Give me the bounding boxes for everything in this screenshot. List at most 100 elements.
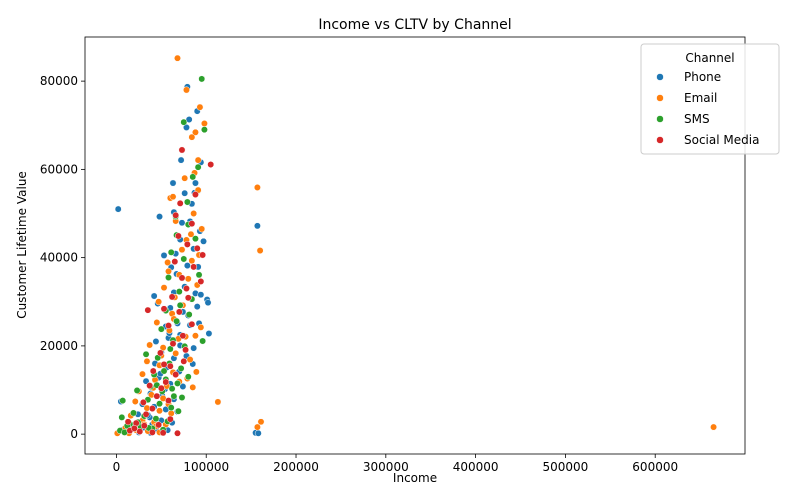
data-point xyxy=(157,384,165,392)
data-points xyxy=(113,54,718,437)
data-point xyxy=(181,189,189,197)
data-point xyxy=(192,191,199,198)
data-point xyxy=(174,407,182,415)
data-point xyxy=(166,362,174,370)
legend-label: Email xyxy=(684,91,717,105)
data-point xyxy=(183,198,191,206)
data-point xyxy=(119,397,127,405)
data-point xyxy=(194,163,202,171)
data-point xyxy=(196,103,204,111)
data-point xyxy=(174,379,181,387)
data-point xyxy=(142,350,150,358)
data-point xyxy=(181,174,189,182)
data-point xyxy=(179,383,187,390)
data-point xyxy=(171,258,179,266)
data-point xyxy=(189,173,197,181)
data-point xyxy=(192,128,199,136)
data-point xyxy=(136,428,144,435)
data-point xyxy=(144,306,152,314)
data-point xyxy=(180,118,188,126)
data-point xyxy=(118,413,126,421)
data-point xyxy=(165,322,172,330)
plot-frame xyxy=(84,36,746,455)
y-tick-label: 20000 xyxy=(40,339,78,353)
data-point xyxy=(174,54,181,62)
data-point xyxy=(153,392,161,400)
legend-label: Phone xyxy=(684,70,721,84)
data-point xyxy=(160,284,168,292)
data-point xyxy=(155,298,163,306)
data-point xyxy=(183,240,191,248)
x-tick-label: 100000 xyxy=(183,460,229,474)
data-point xyxy=(139,370,146,378)
data-point xyxy=(149,367,157,375)
data-point xyxy=(170,392,178,400)
data-point xyxy=(175,288,183,296)
x-tick-label: 600000 xyxy=(632,460,678,474)
data-point xyxy=(253,222,261,230)
data-point xyxy=(178,219,186,227)
x-axis-label: Income xyxy=(393,471,437,485)
data-point xyxy=(188,320,196,328)
x-tick-label: 500000 xyxy=(543,460,589,474)
data-point xyxy=(710,423,718,431)
data-point xyxy=(195,271,203,279)
data-point xyxy=(214,398,222,406)
data-point xyxy=(192,368,200,376)
legend-box xyxy=(640,43,780,155)
chart-title: Income vs CLTV by Channel xyxy=(318,17,511,33)
data-point xyxy=(165,274,172,281)
data-point xyxy=(193,244,201,252)
data-point xyxy=(148,405,156,412)
data-point xyxy=(190,344,198,352)
legend-label: SMS xyxy=(684,112,710,126)
data-point xyxy=(169,193,177,201)
data-point xyxy=(200,126,208,134)
data-point xyxy=(257,418,265,426)
data-point xyxy=(156,407,163,415)
data-point xyxy=(183,262,191,270)
x-tick-label: 400000 xyxy=(453,460,499,474)
data-point xyxy=(193,303,201,311)
data-point xyxy=(156,400,163,408)
data-point xyxy=(165,267,172,275)
x-tick-label: 300000 xyxy=(363,460,409,474)
data-point xyxy=(178,274,186,282)
legend-marker xyxy=(656,136,664,144)
data-point xyxy=(183,86,190,94)
data-point xyxy=(198,75,206,83)
data-point xyxy=(189,383,197,391)
data-point xyxy=(160,367,168,375)
data-point xyxy=(168,385,176,393)
data-point xyxy=(150,292,158,300)
data-point xyxy=(194,156,202,164)
data-point xyxy=(188,257,196,265)
data-point xyxy=(180,357,188,365)
data-point xyxy=(146,382,154,390)
series-social-media xyxy=(124,146,215,437)
data-point xyxy=(152,415,160,423)
data-point xyxy=(162,378,170,386)
data-point xyxy=(164,259,172,266)
legend-entries: Phone Email SMS Social Media xyxy=(656,70,759,147)
data-point xyxy=(176,301,184,309)
data-point xyxy=(156,349,164,357)
data-point xyxy=(153,319,161,326)
legend-marker xyxy=(656,73,664,81)
data-point xyxy=(160,251,168,259)
y-tick-label: 40000 xyxy=(40,251,78,265)
data-point xyxy=(160,360,168,368)
data-point xyxy=(178,246,186,254)
data-point xyxy=(156,213,163,221)
data-point xyxy=(140,422,148,430)
legend-label: Social Media xyxy=(684,133,759,147)
data-point xyxy=(167,248,175,256)
data-point xyxy=(157,325,165,333)
data-point xyxy=(173,317,181,325)
data-point xyxy=(192,235,199,243)
legend-marker xyxy=(656,94,664,102)
data-point xyxy=(172,371,180,379)
data-point xyxy=(160,305,168,313)
data-point xyxy=(253,423,261,431)
data-point xyxy=(130,424,138,432)
